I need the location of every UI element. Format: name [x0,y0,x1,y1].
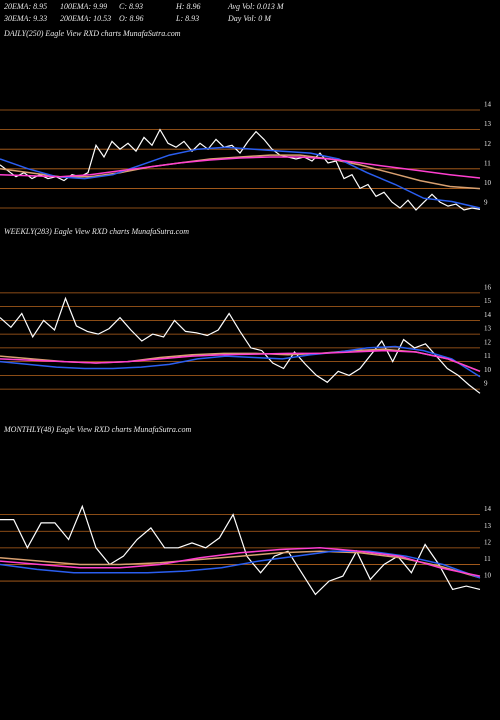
series-line [0,146,481,209]
series-line [0,504,481,596]
header-stat: H: 8.96 [175,2,200,11]
header-stat: C: 8.93 [119,2,143,11]
y-tick-label: 11 [484,555,491,563]
series-line [0,345,481,378]
panel-title: DAILY(250) Eagle View RXD charts MunafaS… [3,29,181,38]
series-line [0,550,481,579]
header-stat: Avg Vol: 0.013 M [227,2,285,11]
y-tick-label: 10 [484,572,492,580]
y-tick-label: 11 [484,352,491,360]
y-tick-label: 12 [484,338,492,346]
y-tick-label: 9 [484,199,488,207]
y-tick-label: 9 [484,380,488,388]
series-line [0,547,481,577]
panel-title: WEEKLY(283) Eagle View RXD charts Munafa… [4,227,189,236]
series-line [0,550,481,579]
y-tick-label: 10 [484,179,492,187]
header-stat: Day Vol: 0 M [227,14,272,23]
y-tick-label: 15 [484,297,492,305]
y-tick-label: 16 [484,283,492,291]
y-tick-label: 13 [484,522,492,530]
y-tick-label: 11 [484,159,491,167]
y-tick-label: 12 [484,140,492,148]
panel-title: MONTHLY(48) Eagle View RXD charts Munafa… [3,425,191,434]
y-tick-label: 13 [484,120,492,128]
y-tick-label: 12 [484,538,492,546]
header-stat: 30EMA: 9.33 [3,14,47,23]
series-line [0,349,481,372]
header-stat: L: 8.93 [175,14,199,23]
y-tick-label: 10 [484,366,492,374]
y-tick-label: 14 [484,505,492,513]
header-stat: 20EMA: 8.95 [4,2,47,11]
y-tick-label: 14 [484,311,492,319]
y-tick-label: 14 [484,101,492,109]
header-stat: O: 8.96 [119,14,143,23]
y-tick-label: 13 [484,325,492,333]
header-stat: 200EMA: 10.53 [60,14,111,23]
series-line [0,154,481,190]
series-line [0,296,481,394]
series-line [0,156,481,179]
header-stat: 100EMA: 9.99 [60,2,107,11]
